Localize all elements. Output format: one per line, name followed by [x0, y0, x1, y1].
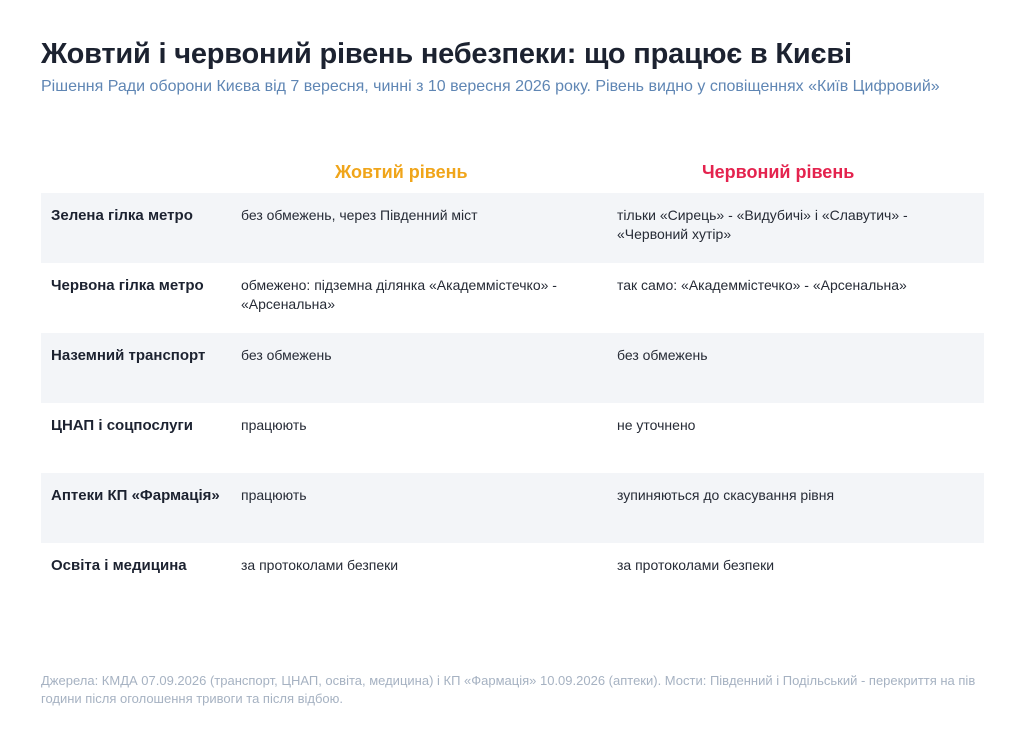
page-title: Жовтий і червоний рівень небезпеки: що п…	[41, 38, 852, 70]
cell-red: за протоколами безпеки	[617, 557, 775, 573]
cell-red: так само: «Академмістечко» - «Арсенальна…	[617, 277, 907, 293]
column-header-yellow: Жовтий рівень	[335, 162, 468, 182]
table-row: Аптеки КП «Фармація» працюють зупиняютьс…	[41, 473, 984, 543]
cell-yellow: обмежено: підземна ділянка «Академмістеч…	[241, 277, 557, 312]
page: Жовтий і червоний рівень небезпеки: що п…	[41, 36, 984, 574]
table-row: Наземний транспорт без обмежень без обме…	[41, 333, 984, 403]
row-label: Аптеки КП «Фармація»	[41, 473, 231, 543]
table-row: ЦНАП і соцпослуги працюють не уточнено	[41, 403, 984, 473]
cell-yellow: працюють	[231, 473, 607, 543]
row-label: Освіта і медицина	[51, 557, 187, 574]
cell-red: тільки «Сирець» - «Видубичі» і «Славутич…	[607, 193, 984, 263]
row-label: Червона гілка метро	[51, 277, 204, 294]
cell-yellow: без обмежень, через Південний міст	[231, 193, 607, 263]
row-label: ЦНАП і соцпослуги	[51, 417, 193, 434]
row-label: Зелена гілка метро	[41, 193, 231, 263]
cell-red: не уточнено	[617, 417, 696, 433]
cell-red: без обмежень	[607, 333, 984, 403]
table-row: Червона гілка метро обмежено: підземна д…	[41, 263, 984, 333]
cell-yellow: без обмежень	[231, 333, 607, 403]
source-note: Джерела: КМДА 07.09.2026 (транспорт, ЦНА…	[41, 673, 976, 706]
cell-yellow: за протоколами безпеки	[241, 557, 399, 573]
table-row: Зелена гілка метро без обмежень, через П…	[41, 193, 984, 263]
comparison-table: Зелена гілка метро без обмежень, через П…	[41, 193, 984, 613]
column-header-red: Червоний рівень	[702, 162, 855, 182]
cell-red: зупиняються до скасування рівня	[607, 473, 984, 543]
row-label: Наземний транспорт	[41, 333, 231, 403]
cell-yellow: працюють	[241, 417, 307, 433]
page-subtitle: Рішення Ради оборони Києва від 7 вересня…	[41, 78, 940, 95]
column-headers: Жовтий рівень Червоний рівень	[41, 160, 984, 186]
table-row: Освіта і медицина за протоколами безпеки…	[41, 543, 984, 613]
